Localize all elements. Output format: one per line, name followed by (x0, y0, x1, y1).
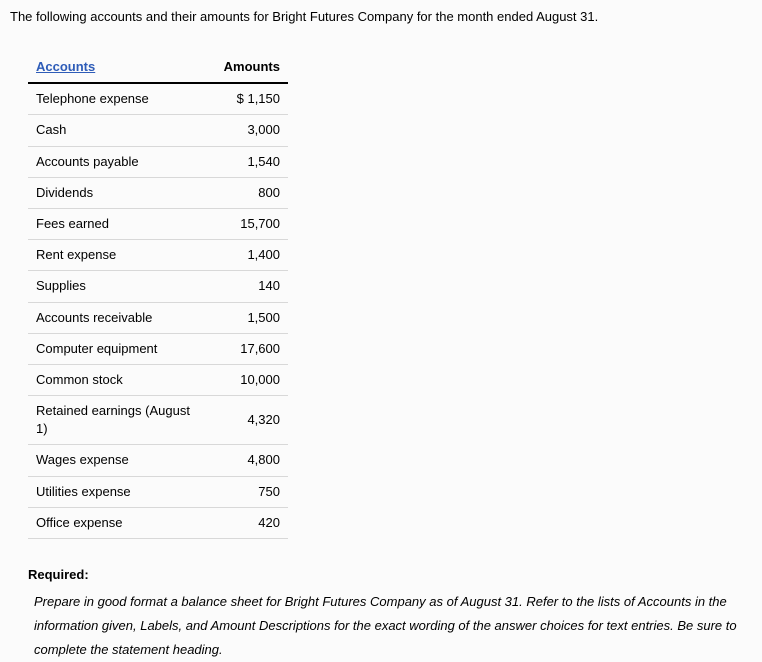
accounts-table: Accounts Amounts Telephone expense $ 1,1… (28, 54, 288, 539)
table-row: Dividends 800 (28, 177, 288, 208)
account-cell: Telephone expense (28, 83, 208, 115)
account-cell: Accounts receivable (28, 302, 208, 333)
amount-cell: 1,540 (208, 146, 288, 177)
table-row: Utilities expense 750 (28, 476, 288, 507)
account-cell: Utilities expense (28, 476, 208, 507)
table-header-row: Accounts Amounts (28, 54, 288, 83)
table-row: Common stock 10,000 (28, 364, 288, 395)
amount-cell: 1,400 (208, 240, 288, 271)
account-cell: Computer equipment (28, 333, 208, 364)
account-cell: Dividends (28, 177, 208, 208)
table-row: Retained earnings (August 1) 4,320 (28, 396, 288, 445)
amount-cell: 4,800 (208, 445, 288, 476)
account-cell: Accounts payable (28, 146, 208, 177)
amount-cell: 420 (208, 507, 288, 538)
amount-cell: 3,000 (208, 115, 288, 146)
table-row: Telephone expense $ 1,150 (28, 83, 288, 115)
account-cell: Common stock (28, 364, 208, 395)
table-row: Accounts payable 1,540 (28, 146, 288, 177)
table-row: Rent expense 1,400 (28, 240, 288, 271)
account-cell: Fees earned (28, 208, 208, 239)
required-text: Prepare in good format a balance sheet f… (34, 590, 752, 662)
intro-text: The following accounts and their amounts… (10, 8, 752, 26)
table-row: Accounts receivable 1,500 (28, 302, 288, 333)
amounts-header: Amounts (208, 54, 288, 83)
required-section: Required: Prepare in good format a balan… (28, 567, 752, 662)
table-row: Cash 3,000 (28, 115, 288, 146)
amount-cell: $ 1,150 (208, 83, 288, 115)
accounts-header-link[interactable]: Accounts (28, 54, 208, 83)
amount-cell: 1,500 (208, 302, 288, 333)
amount-cell: 750 (208, 476, 288, 507)
required-label: Required: (28, 567, 752, 582)
amount-cell: 17,600 (208, 333, 288, 364)
table-row: Computer equipment 17,600 (28, 333, 288, 364)
account-cell: Retained earnings (August 1) (28, 396, 208, 445)
table-row: Supplies 140 (28, 271, 288, 302)
account-cell: Supplies (28, 271, 208, 302)
account-cell: Rent expense (28, 240, 208, 271)
amount-cell: 15,700 (208, 208, 288, 239)
amount-cell: 10,000 (208, 364, 288, 395)
amount-cell: 800 (208, 177, 288, 208)
table-row: Wages expense 4,800 (28, 445, 288, 476)
amount-cell: 140 (208, 271, 288, 302)
amount-cell: 4,320 (208, 396, 288, 445)
account-cell: Cash (28, 115, 208, 146)
table-row: Office expense 420 (28, 507, 288, 538)
table-row: Fees earned 15,700 (28, 208, 288, 239)
account-cell: Office expense (28, 507, 208, 538)
account-cell: Wages expense (28, 445, 208, 476)
